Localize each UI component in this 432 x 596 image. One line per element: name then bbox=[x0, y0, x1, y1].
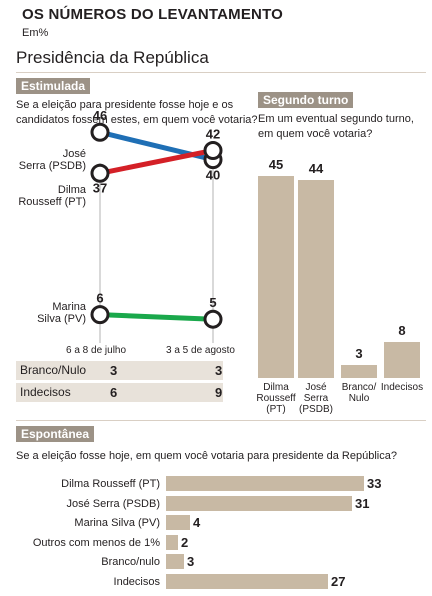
marina-label-line2: Silva (PV) bbox=[37, 313, 86, 325]
date-label-1: 6 a 8 de julho bbox=[66, 345, 127, 356]
spontaneous-category-label: Marina Silva (PV) bbox=[74, 517, 160, 529]
stimulated-question-line2: candidatos fossem estes, em quem você vo… bbox=[16, 114, 258, 126]
spontaneous-value-label: 33 bbox=[367, 476, 382, 491]
spontaneous-bar bbox=[166, 534, 178, 550]
spontaneous-bar bbox=[166, 495, 352, 511]
spontaneous-value-label: 3 bbox=[187, 554, 195, 569]
spontaneous-value-label: 2 bbox=[181, 534, 189, 550]
runoff-question: Em um eventual segundo turno, em quem vo… bbox=[258, 112, 414, 142]
marina-point bbox=[90, 305, 110, 325]
spontaneous-category-label: José Serra (PSDB) bbox=[66, 497, 160, 510]
runoff-bar bbox=[258, 175, 294, 378]
runoff-bar bbox=[298, 180, 334, 378]
spontaneous-value-label: 31 bbox=[355, 495, 370, 511]
runoff-question-line2: em quem você votaria? bbox=[258, 128, 373, 140]
stimulated-tag: Estimulada bbox=[16, 78, 91, 94]
runoff-category-label: José Serra (PSDB) bbox=[299, 382, 333, 415]
unit-label: Em% bbox=[22, 27, 49, 39]
row-label: Indecisos bbox=[20, 385, 71, 399]
spontaneous-bar bbox=[166, 573, 328, 589]
date-label-2: 3 a 5 de agosto bbox=[166, 345, 235, 356]
table-row: Indecisos 6 9 bbox=[16, 383, 223, 402]
dilma-data-label: 42 bbox=[206, 126, 220, 141]
spontaneous-bar bbox=[166, 515, 190, 530]
spontaneous-category-label: Branco/nulo bbox=[101, 556, 160, 568]
dilma-label-line2: Rousseff (PT) bbox=[18, 196, 86, 208]
spontaneous-value-label: 27 bbox=[331, 573, 346, 589]
runoff-bar bbox=[341, 364, 377, 378]
spontaneous-category-label: Outros com menos de 1% bbox=[32, 536, 160, 549]
dilma-data-label: 37 bbox=[93, 180, 107, 195]
divider bbox=[16, 72, 426, 73]
serra-label-line1: José bbox=[62, 148, 86, 160]
row-label: Branco/Nulo bbox=[20, 363, 87, 377]
marina-label: Marina Silva (PV) bbox=[10, 301, 86, 325]
runoff-tag: Segundo turno bbox=[258, 92, 354, 108]
spontaneous-question: Se a eleição fosse hoje, em quem você vo… bbox=[16, 450, 397, 462]
serra-data-label: 46 bbox=[93, 108, 107, 123]
spontaneous-category-label: Dilma Rousseff (PT) bbox=[61, 478, 160, 490]
runoff-category-label: Dilma Rousseff (PT) bbox=[256, 382, 296, 415]
marina-series-line bbox=[99, 312, 214, 322]
runoff-value-label: 3 bbox=[355, 345, 363, 361]
page-title: OS NÚMEROS DO LEVANTAMENTO bbox=[22, 6, 284, 23]
dilma-series-line bbox=[99, 148, 214, 176]
stimulated-question: Se a eleição para presidente fosse hoje … bbox=[16, 98, 258, 128]
spontaneous-bar bbox=[166, 554, 184, 569]
table-row: Branco/Nulo 3 3 bbox=[16, 361, 223, 380]
stimulated-question-line1: Se a eleição para presidente fosse hoje … bbox=[16, 99, 234, 111]
spontaneous-value-label: 4 bbox=[193, 515, 201, 530]
marina-data-label: 6 bbox=[96, 291, 103, 306]
row-value-2: 9 bbox=[215, 385, 223, 400]
marina-data-label: 5 bbox=[209, 295, 216, 310]
row-value-1: 3 bbox=[110, 363, 118, 378]
serra-data-label: 40 bbox=[206, 168, 220, 183]
serra-label: José Serra (PSDB) bbox=[10, 148, 86, 172]
serra-point bbox=[90, 122, 110, 142]
dilma-label-line1: Dilma bbox=[57, 184, 86, 196]
row-value-2: 3 bbox=[215, 363, 223, 378]
runoff-question-line1: Em um eventual segundo turno, bbox=[258, 113, 414, 125]
runoff-category-label: Branco/Nulo bbox=[341, 382, 377, 404]
marina-point bbox=[203, 309, 223, 329]
runoff-value-label: 45 bbox=[268, 156, 284, 172]
spontaneous-tag: Espontânea bbox=[16, 426, 95, 442]
runoff-category-label: Indecisos bbox=[380, 382, 424, 393]
page-subtitle: Presidência da República bbox=[16, 48, 209, 67]
runoff-value-label: 8 bbox=[398, 323, 406, 338]
dilma-point bbox=[90, 163, 110, 183]
stimulated-line-chart: 46 40 37 42 6 5 bbox=[90, 108, 223, 343]
dilma-point bbox=[203, 140, 223, 160]
runoff-value-label: 44 bbox=[308, 161, 324, 176]
divider bbox=[16, 420, 426, 421]
serra-label-line2: Serra (PSDB) bbox=[18, 160, 86, 172]
spontaneous-category-label: Indecisos bbox=[113, 575, 160, 588]
spontaneous-bar bbox=[166, 476, 364, 491]
runoff-bar-chart: 45 Dilma Rousseff (PT) 44 José Serra (PSDB) 3 Bra… bbox=[256, 156, 424, 416]
runoff-bar bbox=[384, 342, 420, 378]
row-value-1: 6 bbox=[110, 385, 118, 400]
dilma-label: Dilma Rousseff (PT) bbox=[10, 184, 86, 208]
marina-label-line1: Marina bbox=[52, 301, 86, 313]
